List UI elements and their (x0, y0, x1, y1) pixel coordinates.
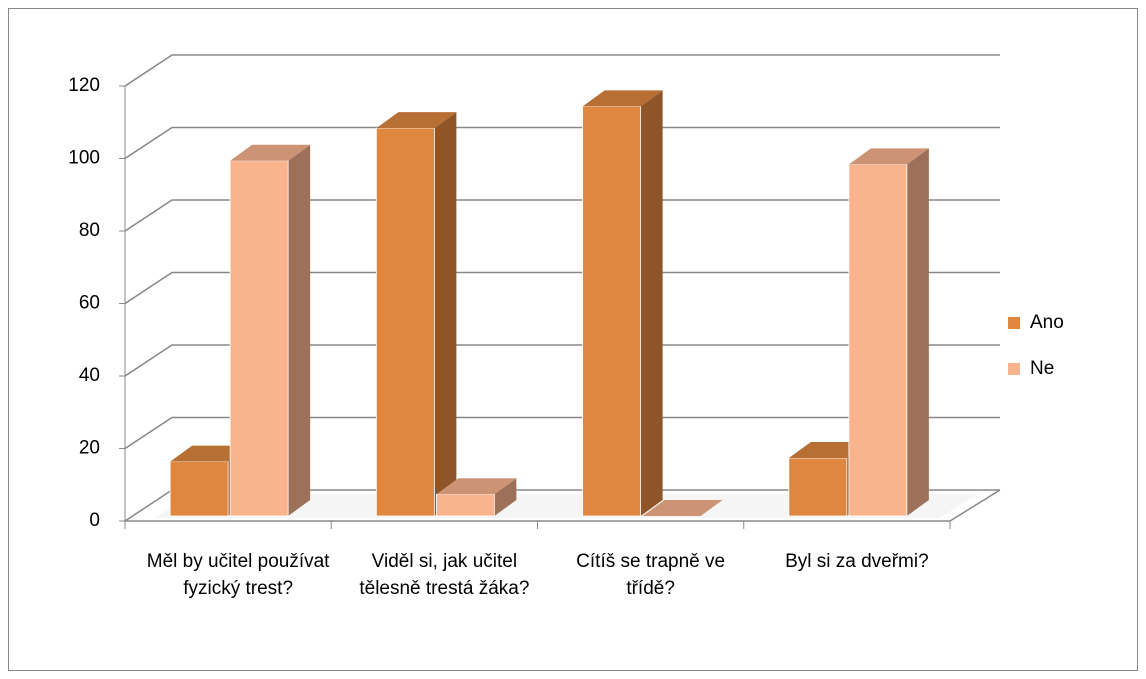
y-tick-label: 0 (89, 510, 100, 531)
legend-swatch (1008, 317, 1020, 329)
legend-label: Ano (1030, 312, 1064, 333)
grid-line (124, 416, 1000, 450)
bar-top (436, 478, 517, 495)
bar (788, 457, 848, 517)
bar (848, 163, 908, 517)
bar-side (288, 144, 311, 516)
x-tick-label: Byl si za dveřmi? (785, 551, 929, 572)
legend-label: Ne (1030, 358, 1054, 379)
bar (582, 105, 642, 517)
bar-top (376, 112, 457, 129)
grid-line (124, 199, 1000, 232)
x-tick-label: Viděl si, jak učitel tělesně trestá žáka… (359, 551, 530, 599)
y-tick-label: 80 (79, 220, 100, 241)
bar-side (640, 90, 663, 516)
bar-side (906, 148, 929, 516)
x-tick-label: Cítíš se trapně ve třídě? (576, 551, 726, 599)
bar-side (494, 478, 517, 516)
y-tick-label: 120 (68, 75, 100, 96)
legend-swatch (1008, 363, 1020, 375)
y-tick-label: 40 (79, 365, 100, 386)
bar-top (582, 90, 663, 107)
bar (229, 160, 289, 517)
bar-side (434, 112, 457, 516)
bar (375, 127, 435, 517)
frame (8, 8, 1138, 671)
grid-line (124, 54, 1000, 87)
y-tick-label: 100 (68, 148, 100, 169)
bar-top (230, 144, 311, 161)
grid-line (124, 344, 1000, 377)
x-tick-label: Měl by učitel používat fyzický trest? (146, 551, 330, 599)
bar-top (642, 500, 723, 516)
bar (169, 461, 229, 517)
grid-line (124, 271, 1000, 305)
bar (435, 493, 495, 517)
grid-line (124, 126, 1000, 160)
y-tick-label: 60 (79, 293, 100, 314)
bar-top (848, 148, 929, 165)
y-tick-label: 20 (79, 438, 100, 459)
floor-shadow (155, 494, 977, 518)
